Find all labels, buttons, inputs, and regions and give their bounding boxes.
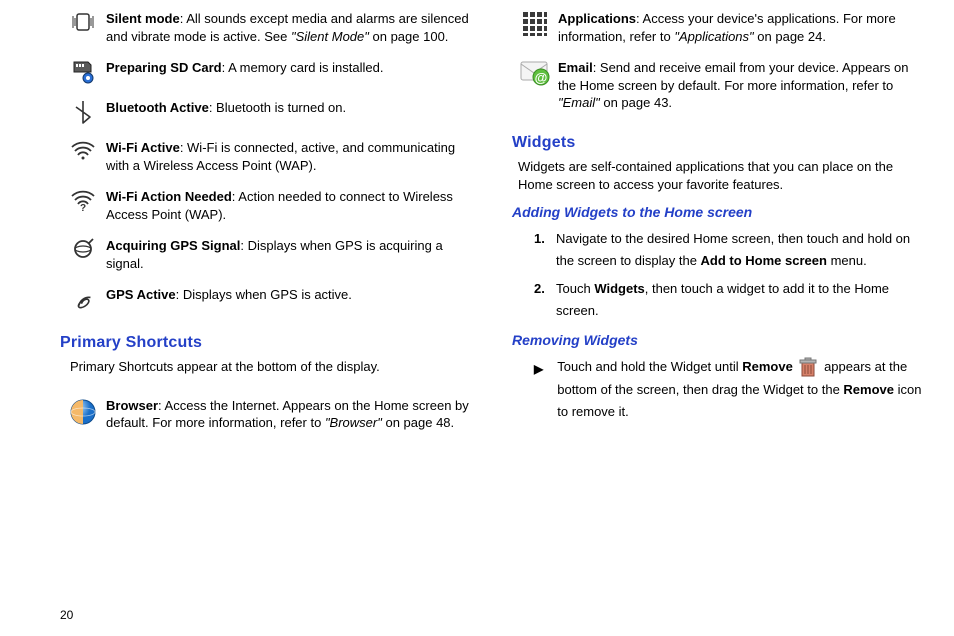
widgets-intro: Widgets are self-contained applications … [518,158,924,194]
bluetooth-text: Bluetooth Active: Bluetooth is turned on… [106,99,346,117]
gps-acquiring-icon [60,237,106,261]
title: Wi-Fi Action Needed [106,189,232,204]
row-bluetooth: Bluetooth Active: Bluetooth is turned on… [60,99,472,125]
title: Email [558,60,593,75]
row-applications: Applications: Access your device's appli… [512,10,924,45]
page-number: 20 [60,608,73,622]
sd-card-icon [60,59,106,85]
primary-shortcuts-heading: Primary Shortcuts [60,334,472,352]
wifi-active-text: Wi-Fi Active: Wi-Fi is connected, active… [106,139,472,174]
silent-mode-icon [60,10,106,34]
email-text: Email: Send and receive email from your … [558,59,924,112]
applications-icon [512,10,558,38]
gps-active-icon [60,286,106,312]
title: Browser [106,398,158,413]
wifi-action-icon: ? [60,188,106,212]
removing-text: Touch and hold the Widget until Remove a… [557,356,924,423]
wifi-action-text: Wi-Fi Action Needed: Action needed to co… [106,188,472,223]
title: Acquiring GPS Signal [106,238,240,253]
title: Silent mode [106,11,180,26]
widgets-heading: Widgets [512,134,924,152]
step-1: Navigate to the desired Home screen, the… [534,228,924,272]
row-email: @ Email: Send and receive email from you… [512,59,924,112]
row-gps-active: GPS Active: Displays when GPS is active. [60,286,472,312]
title: Bluetooth Active [106,100,209,115]
right-column: Applications: Access your device's appli… [512,10,924,446]
removing-widgets-heading: Removing Widgets [512,332,924,348]
bullet-arrow-icon: ▶ [534,356,543,379]
row-browser: Browser: Access the Internet. Appears on… [60,397,472,432]
gps-acquiring-text: Acquiring GPS Signal: Displays when GPS … [106,237,472,272]
adding-widgets-heading: Adding Widgets to the Home screen [512,204,924,220]
row-gps-acquiring: Acquiring GPS Signal: Displays when GPS … [60,237,472,272]
row-wifi-active: Wi-Fi Active: Wi-Fi is connected, active… [60,139,472,174]
title: Preparing SD Card [106,60,222,75]
bluetooth-icon [60,99,106,125]
row-sd-card: Preparing SD Card: A memory card is inst… [60,59,472,85]
silent-mode-text: Silent mode: All sounds except media and… [106,10,472,45]
manual-page: Silent mode: All sounds except media and… [0,0,954,446]
row-wifi-action: ? Wi-Fi Action Needed: Action needed to … [60,188,472,223]
browser-icon [60,397,106,427]
title: Wi-Fi Active [106,140,180,155]
applications-text: Applications: Access your device's appli… [558,10,924,45]
adding-widgets-steps: Navigate to the desired Home screen, the… [534,228,924,322]
wifi-active-icon [60,139,106,161]
email-icon: @ [512,59,558,87]
svg-text:@: @ [535,70,548,85]
left-column: Silent mode: All sounds except media and… [60,10,472,446]
gps-active-text: GPS Active: Displays when GPS is active. [106,286,352,304]
trash-icon [798,357,818,379]
svg-text:?: ? [80,203,86,212]
step-2: Touch Widgets, then touch a widget to ad… [534,278,924,322]
removing-widgets-step: ▶ Touch and hold the Widget until Remove… [534,356,924,423]
primary-shortcuts-intro: Primary Shortcuts appear at the bottom o… [70,358,472,376]
title: Applications [558,11,636,26]
row-silent-mode: Silent mode: All sounds except media and… [60,10,472,45]
browser-text: Browser: Access the Internet. Appears on… [106,397,472,432]
sd-card-text: Preparing SD Card: A memory card is inst… [106,59,383,77]
title: GPS Active [106,287,176,302]
